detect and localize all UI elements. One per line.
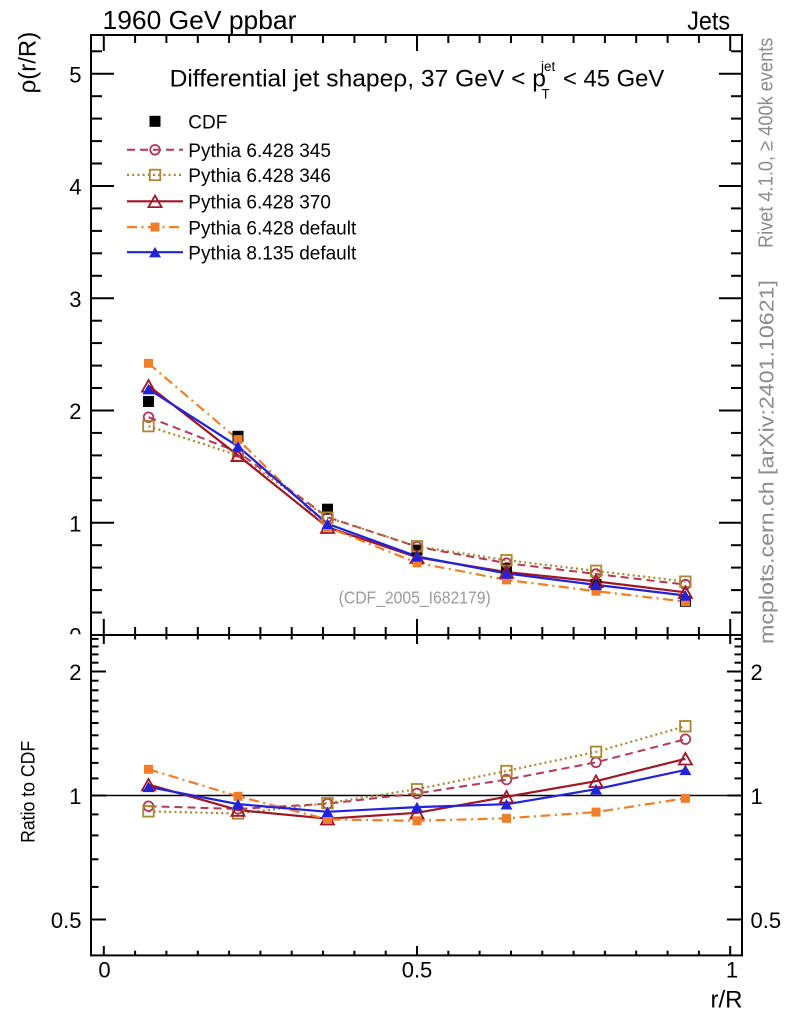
svg-text:Pythia 6.428 default: Pythia 6.428 default <box>188 218 357 239</box>
svg-text:5: 5 <box>69 62 81 87</box>
svg-text:1960 GeV ppbar: 1960 GeV ppbar <box>103 5 297 35</box>
svg-text:Pythia 6.428 370: Pythia 6.428 370 <box>188 193 331 214</box>
svg-text:ρ(r/R): ρ(r/R) <box>15 32 42 94</box>
svg-text:Pythia 6.428 346: Pythia 6.428 346 <box>188 166 331 187</box>
svg-text:Differential jet shapeρ, 37 Ge: Differential jet shapeρ, 37 GeV < p <box>170 66 546 93</box>
svg-text:0.5: 0.5 <box>51 908 82 933</box>
svg-text:Jets: Jets <box>687 6 730 36</box>
svg-text:3: 3 <box>69 287 81 312</box>
svg-text:Pythia 8.135 default: Pythia 8.135 default <box>188 244 357 265</box>
svg-text:Pythia 6.428 345: Pythia 6.428 345 <box>188 141 331 162</box>
svg-text:1: 1 <box>751 784 763 809</box>
svg-text:0.5: 0.5 <box>751 908 782 933</box>
svg-text:0: 0 <box>98 958 110 983</box>
svg-text:mcplots.cern.ch [arXiv:2401.10: mcplots.cern.ch [arXiv:2401.10621] <box>756 280 779 644</box>
svg-text:1: 1 <box>69 511 81 536</box>
svg-text:2: 2 <box>69 399 81 424</box>
svg-text:< 45 GeV: < 45 GeV <box>563 66 664 93</box>
svg-text:1: 1 <box>726 958 738 983</box>
svg-text:(CDF_2005_I682179): (CDF_2005_I682179) <box>339 588 491 609</box>
svg-text:Ratio to CDF: Ratio to CDF <box>19 741 40 843</box>
svg-text:T: T <box>542 87 550 102</box>
svg-text:4: 4 <box>69 175 81 200</box>
svg-text:Rivet 4.1.0, ≥ 400k events: Rivet 4.1.0, ≥ 400k events <box>755 38 778 248</box>
svg-text:jet: jet <box>540 59 556 74</box>
svg-text:0: 0 <box>69 624 81 649</box>
svg-text:2: 2 <box>751 660 763 685</box>
svg-text:0.5: 0.5 <box>402 958 433 983</box>
svg-text:1: 1 <box>69 784 81 809</box>
svg-text:2: 2 <box>69 660 81 685</box>
svg-text:r/R: r/R <box>711 987 743 1014</box>
svg-text:CDF: CDF <box>188 113 227 134</box>
